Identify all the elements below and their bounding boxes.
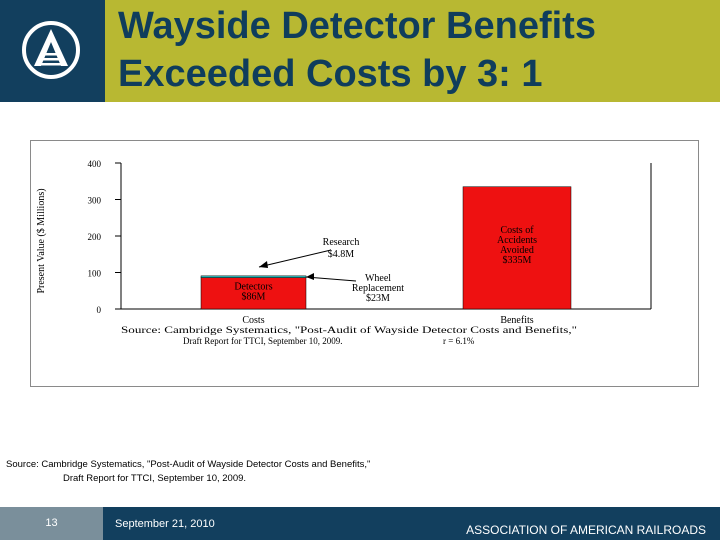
bar-research: [200, 275, 307, 278]
title-line-1: Wayside Detector Benefits: [118, 5, 596, 47]
source-note: Source: Cambridge Systematics, "Post-Aud…: [6, 458, 370, 486]
page-number: 13: [45, 517, 58, 529]
footer-bar: 13 September 21, 2010 ASSOCIATION OF AME…: [0, 507, 720, 540]
chart-frame: Present Value ($ Millions) 0 100 200 300 400…: [30, 140, 699, 387]
y-tick-label: 0: [97, 305, 102, 315]
y-tick-label: 300: [88, 196, 102, 206]
label-benefits: Costs of Accidents Avoided $335M: [497, 225, 537, 266]
footer-date: September 21, 2010: [115, 518, 215, 530]
y-tick-label: 100: [88, 269, 102, 279]
title-line-2: Exceeded Costs by 3: 1: [118, 53, 543, 95]
x-axis-ticks: Costs Benefits: [242, 315, 533, 326]
y-axis-label: Present Value ($ Millions): [36, 188, 47, 293]
research-arrow: [258, 249, 332, 268]
source-line-1: Source: Cambridge Systematics, "Post-Aud…: [6, 459, 371, 470]
chart-footnote: r = 6.1%: [443, 336, 475, 346]
aar-logo-icon: [22, 21, 80, 79]
research-arrow-head: [259, 261, 268, 268]
chart-source-line-2: Draft Report for TTCI, September 10, 200…: [183, 336, 343, 346]
chart-source-line-1: Source: Cambridge Systematics, "Post-Aud…: [121, 325, 577, 335]
page-number-box: 13: [0, 507, 103, 540]
footer-organization: ASSOCIATION OF AMERICAN RAILROADS: [466, 523, 706, 537]
bar-benefits: [462, 186, 572, 310]
wheel-arrow: [305, 276, 357, 282]
x-tick-label: Costs: [242, 315, 264, 326]
bars-group: [200, 186, 572, 310]
label-detectors: Detectors $86M: [234, 282, 272, 303]
label-research: Research $4.8M: [323, 237, 360, 260]
bar-chart: Present Value ($ Millions) 0 100 200 300 400…: [36, 159, 652, 346]
source-line-2: Draft Report for TTCI, September 10, 200…: [63, 473, 247, 484]
bar-detectors: [200, 277, 307, 310]
slide-title: Wayside Detector Benefits Exceeded Costs…: [118, 2, 708, 98]
title-bar: [105, 0, 720, 102]
y-tick-label: 200: [88, 232, 102, 242]
label-wheel-replacement: Wheel Replacement $23M: [352, 273, 404, 304]
x-tick-label: Benefits: [500, 315, 533, 326]
y-axis-ticks: 0 100 200 300 400: [88, 159, 121, 315]
data-labels-group: Detectors $86M Research $4.8M Wheel Replaceme…: [234, 225, 537, 304]
logo-panel: [0, 0, 105, 102]
y-tick-label: 400: [88, 159, 102, 169]
wheel-arrow-head: [306, 273, 314, 280]
